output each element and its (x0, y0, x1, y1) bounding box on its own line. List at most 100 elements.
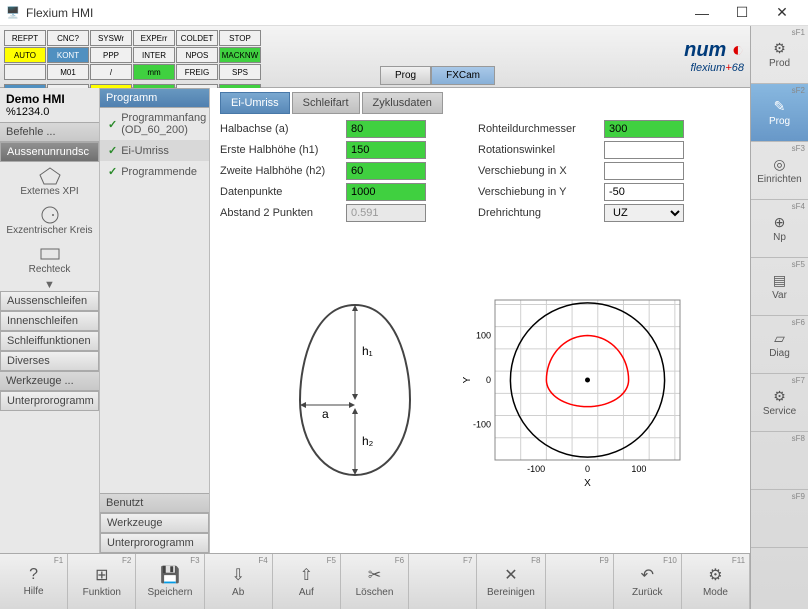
sfkey-sf1[interactable]: sF1⚙Prod (751, 26, 808, 84)
svg-text:0: 0 (585, 464, 590, 474)
param-input[interactable] (346, 120, 426, 138)
status-cell: REFPT (4, 30, 46, 46)
diagrams: h₁ a h₂ -100-10000100100 X Y (220, 230, 740, 549)
param-label: Drehrichtung (478, 204, 598, 222)
mid-werkzeuge-button[interactable]: Werkzeuge (100, 513, 209, 533)
mid-unterprogramm-button[interactable]: Unterprorogramm (100, 533, 209, 553)
maximize-button[interactable]: ☐ (722, 0, 762, 26)
status-cell: PPP (90, 47, 132, 63)
status-cell: STOP (219, 30, 261, 46)
tab[interactable]: Schleifart (292, 92, 360, 114)
fkey-f4[interactable]: F4⇩Ab (205, 554, 273, 609)
shape-item[interactable]: Externes XPI (0, 162, 99, 201)
svg-text:h₂: h₂ (362, 434, 374, 448)
minimize-button[interactable]: — (682, 0, 722, 26)
param-label: Verschiebung in X (478, 162, 598, 180)
xy-chart: -100-10000100100 X Y (460, 290, 690, 490)
param-label: Zweite Halbhöhe (h2) (220, 162, 340, 180)
fkey-f7[interactable]: F7 (409, 554, 477, 609)
tab[interactable]: Zyklusdaten (362, 92, 443, 114)
left-column: Demo HMI %1234.0 Befehle ... Aussenunrun… (0, 88, 100, 553)
left-button[interactable]: Aussenschleifen (0, 291, 99, 311)
breadcrumb-item[interactable]: Prog (380, 66, 431, 85)
sfkey-sf2[interactable]: sF2✎Prog (751, 84, 808, 142)
status-cell: M01 (47, 64, 89, 80)
close-button[interactable]: ✕ (762, 0, 802, 26)
status-cell: MACKNW (219, 47, 261, 63)
breadcrumb: ProgFXCam (380, 66, 495, 85)
status-cell: EXPErr (133, 30, 175, 46)
tab[interactable]: Ei-Umriss (220, 92, 290, 114)
svg-text:0: 0 (486, 375, 491, 385)
fkey-f11[interactable]: F11⚙Mode (682, 554, 750, 609)
program-item[interactable]: ✓Programmanfang (OD_60_200) (100, 108, 209, 140)
sfkey-sf7[interactable]: sF7⚙Service (751, 374, 808, 432)
egg-diagram: h₁ a h₂ (270, 290, 440, 490)
param-input[interactable] (604, 141, 684, 159)
fkey-f2[interactable]: F2⊞Funktion (68, 554, 136, 609)
window-title: Flexium HMI (26, 6, 682, 20)
benutzt-header[interactable]: Benutzt (100, 493, 209, 513)
param-label: Datenpunkte (220, 183, 340, 201)
shape-item[interactable]: Rechteck (0, 240, 99, 279)
sfkey-sf4[interactable]: sF4⊕Np (751, 200, 808, 258)
param-input[interactable] (604, 162, 684, 180)
svg-text:-100: -100 (473, 419, 491, 429)
status-cell (4, 64, 46, 80)
fkey-f6[interactable]: F6✂Löschen (341, 554, 409, 609)
function-key-row: F1?HilfeF2⊞FunktionF3💾SpeichernF4⇩AbF5⇧A… (0, 553, 750, 609)
param-input[interactable] (604, 183, 684, 201)
program-item[interactable]: ✓Ei-Umriss (100, 140, 209, 161)
unterprogramm-button[interactable]: Unterprorogramm (0, 391, 99, 411)
werkzeuge-header[interactable]: Werkzeuge ... (0, 371, 99, 391)
sfkey-sf6[interactable]: sF6▱Diag (751, 316, 808, 374)
tabs: Ei-UmrissSchleifartZyklusdaten (220, 92, 740, 114)
param-label: Abstand 2 Punkten (220, 204, 340, 222)
param-label: Rohteildurchmesser (478, 120, 598, 138)
mid-column: Programm ✓Programmanfang (OD_60_200)✓Ei-… (100, 88, 210, 553)
svg-text:Y: Y (462, 376, 473, 383)
fkey-f1[interactable]: F1?Hilfe (0, 554, 68, 609)
svg-text:h₁: h₁ (362, 344, 373, 358)
sfkey-sf9[interactable]: sF9 (751, 490, 808, 548)
status-cell: mm (133, 64, 175, 80)
status-cell: / (90, 64, 132, 80)
svg-text:100: 100 (631, 464, 646, 474)
fkey-f9[interactable]: F9 (546, 554, 614, 609)
befehle-header[interactable]: Befehle ... (0, 122, 99, 142)
param-grid: Halbachse (a)RohteildurchmesserErste Hal… (220, 120, 740, 222)
fkey-f10[interactable]: F10↶Zurück (614, 554, 682, 609)
content-area: Ei-UmrissSchleifartZyklusdaten Halbachse… (210, 88, 750, 553)
fkey-f5[interactable]: F5⇧Auf (273, 554, 341, 609)
param-input[interactable] (346, 162, 426, 180)
param-input[interactable] (604, 120, 684, 138)
topbar: REFPTCNC?SYSWrEXPErrCOLDETSTOPAUTOKONTPP… (0, 26, 750, 88)
left-button[interactable]: Schleiffunktionen (0, 331, 99, 351)
param-select[interactable]: UZ (604, 204, 684, 222)
status-cell: COLDET (176, 30, 218, 46)
aussenunrund-button[interactable]: Aussenunrundsc (0, 142, 99, 162)
shape-item[interactable]: Exzentrischer Kreis (0, 201, 99, 240)
svg-text:X: X (584, 478, 591, 489)
logo-main: num (684, 39, 726, 61)
status-cell: SPS (219, 64, 261, 80)
breadcrumb-item[interactable]: FXCam (431, 66, 495, 85)
sfkey-sf5[interactable]: sF5▤Var (751, 258, 808, 316)
sfkey-sf3[interactable]: sF3◎Einrichten (751, 142, 808, 200)
param-input[interactable] (346, 141, 426, 159)
fkey-f3[interactable]: F3💾Speichern (136, 554, 204, 609)
param-label: Verschiebung in Y (478, 183, 598, 201)
param-label: Erste Halbhöhe (h1) (220, 141, 340, 159)
program-item[interactable]: ✓Programmende (100, 161, 209, 182)
titlebar: 🖥️ Flexium HMI — ☐ ✕ (0, 0, 808, 26)
demo-header: Demo HMI %1234.0 (0, 88, 99, 122)
sfkey-sf8[interactable]: sF8 (751, 432, 808, 490)
param-input[interactable] (346, 183, 426, 201)
demo-title: Demo HMI (6, 92, 93, 106)
param-input[interactable] (346, 204, 426, 222)
fkey-f8[interactable]: F8✕Bereinigen (477, 554, 545, 609)
left-button[interactable]: Diverses (0, 351, 99, 371)
status-cell: AUTO (4, 47, 46, 63)
status-cell: FREIG (176, 64, 218, 80)
left-button[interactable]: Innenschleifen (0, 311, 99, 331)
